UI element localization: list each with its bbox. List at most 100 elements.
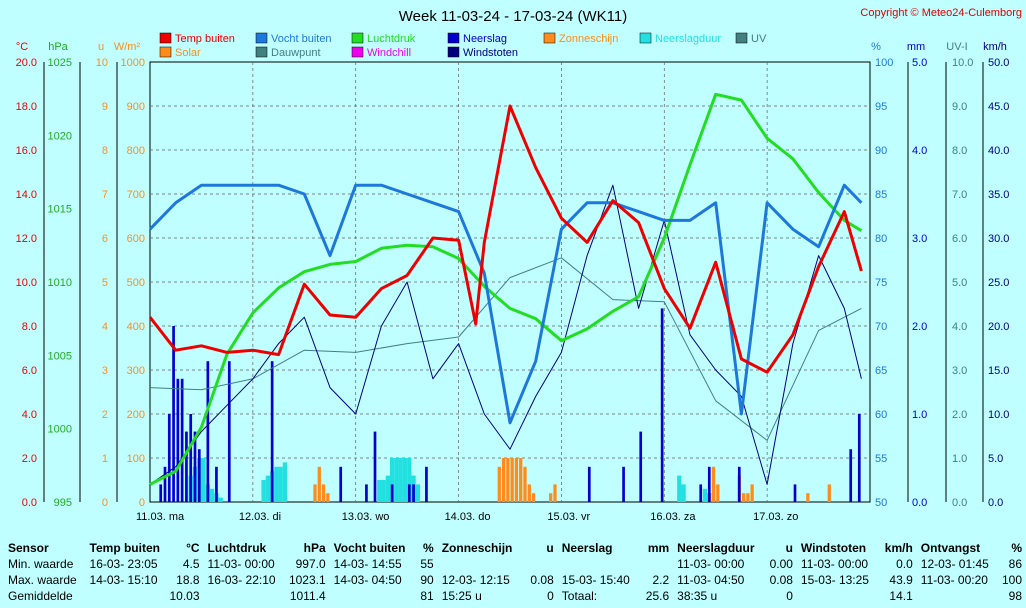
hour-tick-label: 0 bbox=[102, 497, 108, 509]
stats-cell: % bbox=[423, 541, 434, 555]
stats-cell: 12-03- 12:15 bbox=[441, 573, 510, 587]
precip-duration-bar bbox=[394, 458, 399, 502]
precip-duration-bar bbox=[407, 458, 412, 502]
stats-cell: Zonneschijn bbox=[441, 541, 513, 555]
precip-duration-bar bbox=[415, 484, 420, 502]
stats-cell: 1011.4 bbox=[289, 589, 326, 603]
stats-cell: km/h bbox=[884, 541, 913, 555]
axis-unit-label: hPa bbox=[48, 41, 68, 53]
temp-tick-label: 16.0 bbox=[16, 145, 37, 157]
axis-unit-label: W/m² bbox=[114, 41, 141, 53]
wind-tick-label: 45.0 bbox=[988, 101, 1009, 113]
legend-swatch bbox=[351, 32, 364, 44]
pressure-tick-label: 1025 bbox=[48, 57, 72, 69]
precipitation-bar bbox=[373, 431, 377, 502]
stats-cell: 81 bbox=[420, 589, 434, 603]
legend-swatch bbox=[351, 46, 364, 58]
precipitation-bar bbox=[707, 466, 711, 502]
humidity-tick-label: 70 bbox=[875, 321, 887, 333]
precipitation-bar bbox=[167, 414, 171, 502]
temp-tick-label: 12.0 bbox=[16, 233, 37, 245]
temp-tick-label: 4.0 bbox=[22, 409, 37, 421]
solar-tick-label: 400 bbox=[127, 321, 145, 333]
uv-tick-label: 1.0 bbox=[952, 453, 967, 465]
chart-title: Week 11-03-24 - 17-03-24 (WK11) bbox=[399, 8, 627, 25]
stats-row: Max. waarde 14-03- 15:10 18.8 16-03- 22:10 1… bbox=[4, 572, 1026, 588]
precipitation-bar bbox=[339, 466, 343, 502]
day-label: 14.03. do bbox=[445, 511, 491, 523]
precipitation-bar bbox=[390, 484, 394, 502]
uv-tick-label: 0.0 bbox=[952, 497, 967, 509]
precipitation-bar bbox=[193, 431, 197, 502]
sunshine-bar bbox=[317, 466, 321, 502]
solar-tick-label: 600 bbox=[127, 233, 145, 245]
stats-cell: 98 bbox=[1008, 589, 1022, 603]
solar-tick-label: 0 bbox=[139, 497, 145, 509]
legend-label: Neerslagduur bbox=[655, 33, 721, 45]
axis-unit-label: °C bbox=[16, 41, 28, 53]
sunshine-bar bbox=[746, 493, 750, 502]
stats-cell: 12-03- 01:45 bbox=[920, 557, 989, 571]
legend-swatch bbox=[255, 46, 268, 58]
humidity-tick-label: 90 bbox=[875, 145, 887, 157]
sunshine-bar bbox=[506, 458, 510, 502]
sunshine-bar bbox=[527, 484, 531, 502]
statistics-panel: Sensor Temp buiten °C Luchtdruk hPa Vocht bui… bbox=[0, 536, 1026, 608]
stats-cell: 100 bbox=[1001, 573, 1022, 587]
series-line-vocht-buiten bbox=[148, 183, 863, 425]
stats-cell: u bbox=[546, 541, 554, 555]
stats-header-row: Sensor Temp buiten °C Luchtdruk hPa Vocht bui… bbox=[4, 540, 1026, 556]
stats-cell: 10.03 bbox=[169, 589, 200, 603]
uv-tick-label: 4.0 bbox=[952, 321, 967, 333]
wind-tick-label: 25.0 bbox=[988, 277, 1009, 289]
stats-cell: % bbox=[1011, 541, 1022, 555]
humidity-tick-label: 75 bbox=[875, 277, 887, 289]
axis-unit-label: % bbox=[871, 41, 881, 53]
pressure-tick-label: 1005 bbox=[48, 350, 72, 362]
legend-label: Dauwpunt bbox=[271, 47, 321, 59]
precipitation-bar bbox=[849, 449, 853, 502]
humidity-tick-label: 95 bbox=[875, 101, 887, 113]
precipitation-bar bbox=[425, 466, 428, 502]
stats-cell: Ontvangst bbox=[920, 541, 981, 555]
rain-tick-label: 0.0 bbox=[912, 497, 927, 509]
hour-tick-label: 3 bbox=[102, 365, 108, 377]
stats-cell: 11-03- 04:50 bbox=[677, 573, 745, 587]
stats-cell: 16-03- 23:05 bbox=[89, 557, 158, 571]
temp-tick-label: 10.0 bbox=[16, 277, 37, 289]
stats-cell bbox=[917, 588, 994, 604]
stats-cell: 14-03- 04:50 bbox=[333, 573, 402, 587]
uv-tick-label: 10.0 bbox=[952, 57, 973, 69]
precip-duration-bar bbox=[274, 466, 279, 502]
hour-tick-label: 10 bbox=[96, 57, 108, 69]
stats-cell bbox=[204, 588, 285, 604]
legend-swatch bbox=[159, 46, 172, 58]
stats-row: Gemiddelde 10.03 1011.4 81 15:25 u 0 Totaal: 25… bbox=[4, 588, 1026, 604]
stats-cell: 11-03- 00:00 bbox=[800, 557, 869, 571]
temp-tick-label: 18.0 bbox=[16, 101, 37, 113]
stats-cell: Max. waarde bbox=[8, 573, 77, 587]
hour-tick-label: 1 bbox=[102, 453, 108, 465]
legend-swatch bbox=[159, 32, 172, 44]
solar-tick-label: 800 bbox=[127, 145, 145, 157]
precipitation-bar bbox=[206, 361, 210, 502]
precipitation-bar bbox=[587, 466, 591, 502]
stats-cell: 11-03- 00:00 bbox=[677, 557, 745, 571]
wind-tick-label: 15.0 bbox=[988, 365, 1009, 377]
solar-tick-label: 700 bbox=[127, 189, 145, 201]
hour-tick-label: 7 bbox=[102, 189, 108, 201]
humidity-tick-label: 100 bbox=[875, 57, 893, 69]
legend-label: Windstoten bbox=[463, 47, 518, 59]
wind-tick-label: 0.0 bbox=[988, 497, 1003, 509]
sunshine-bar bbox=[313, 484, 317, 502]
precipitation-bar bbox=[176, 378, 180, 502]
stats-cell: 2.2 bbox=[652, 573, 670, 587]
sunshine-bar bbox=[549, 493, 553, 502]
stats-cell: 14-03- 15:10 bbox=[89, 573, 158, 587]
temp-tick-label: 6.0 bbox=[22, 365, 37, 377]
hour-tick-label: 9 bbox=[102, 101, 108, 113]
sunshine-bar bbox=[711, 466, 716, 502]
stats-cell: 86 bbox=[1008, 557, 1022, 571]
stats-row: Min. waarde 16-03- 23:05 4.5 11-03- 00:00 99… bbox=[4, 556, 1026, 572]
sunshine-bar bbox=[806, 493, 810, 502]
